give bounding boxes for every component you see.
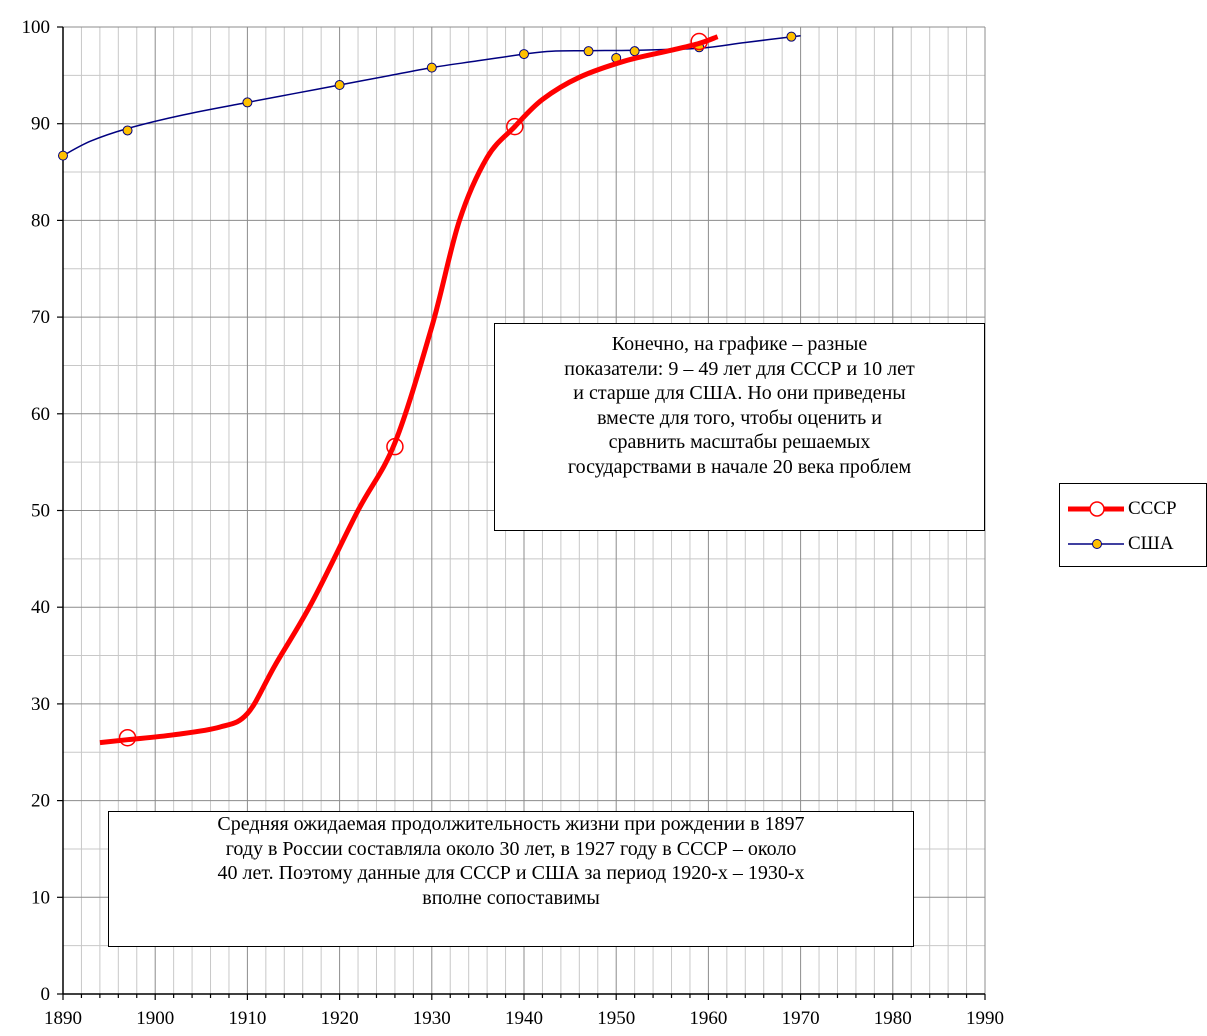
axes [57,26,986,1000]
x-tick-label: 1940 [505,1008,543,1029]
y-tick-label: 60 [31,404,50,425]
annotation-line: сравнить масштабы решаемых [608,431,871,453]
x-tick-label: 1890 [44,1008,82,1029]
annotation-note-bottom: Средняя ожидаемая продолжительность жизн… [108,811,914,947]
annotation-line: и старше для США. Но они приведены [573,382,906,404]
x-tick-label: 1980 [874,1008,912,1029]
data-point-ussr [506,117,524,136]
legend-entry-usa: США [1066,533,1174,555]
series-ussr [99,32,719,747]
legend-swatch-ussr [1068,501,1124,517]
y-tick-label: 50 [31,501,50,522]
legend-label-usa: США [1128,533,1174,554]
x-tick-label: 1900 [136,1008,174,1029]
data-point-usa [122,125,133,136]
series-usa [58,31,801,161]
annotation-line: вполне сопоставимы [422,886,600,909]
data-point-usa [786,31,797,42]
y-tick-label: 0 [41,984,51,1005]
series [58,31,801,747]
x-tick-label: 1950 [597,1008,635,1029]
data-point-ussr [118,728,137,747]
y-tick-label: 30 [31,694,50,715]
x-tick-label: 1970 [782,1008,820,1029]
data-point-ussr [386,437,404,456]
annotation-line: вместе для того, чтобы оценить и [597,406,882,429]
legend: СССР США [1059,483,1207,567]
annotation-line: 40 лет. Поэтому данные для СССР и США за… [217,862,805,884]
legend-label-ussr: СССР [1128,498,1177,519]
data-point-usa [519,49,529,60]
y-tick-label: 20 [31,791,50,812]
annotation-line: показатели: 9 – 49 лет для СССР и 10 лет [564,357,915,380]
y-tick-label: 90 [31,114,50,135]
y-tick-label: 70 [31,307,50,328]
data-point-usa [583,46,594,57]
annotation-note-top: Конечно, на графике – разные показатели:… [494,323,985,531]
data-point-usa [426,62,437,73]
x-tick-label: 1910 [228,1008,266,1029]
y-tick-label: 80 [31,210,50,231]
annotation-line: Средняя ожидаемая продолжительность жизн… [217,813,805,835]
data-point-usa [334,80,345,91]
x-tick-label: 1990 [966,1008,1004,1029]
annotation-line: Конечно, на графике – разные [611,333,868,355]
data-point-usa [629,46,640,57]
data-point-usa [58,150,68,161]
tick-labels: 0 10 20 30 40 50 60 70 80 90 100 1890 1900 1910 1920 19… [22,17,1005,1029]
x-tick-label: 1960 [689,1008,727,1029]
annotation-line: году в России составляла около 30 лет, в… [225,837,797,860]
y-tick-label: 40 [31,597,50,618]
data-point-usa [242,97,253,108]
annotation-line: государствами в начале 20 века проблем [567,455,912,478]
y-tick-label: 10 [31,887,50,908]
legend-entry-ussr: СССР [1066,498,1177,520]
data-point-ussr [690,32,708,51]
x-tick-label: 1930 [413,1008,451,1029]
series-line-ussr [99,34,719,746]
legend-swatch-usa [1068,539,1124,549]
y-tick-label: 100 [22,17,51,38]
x-tick-label: 1920 [321,1008,359,1029]
